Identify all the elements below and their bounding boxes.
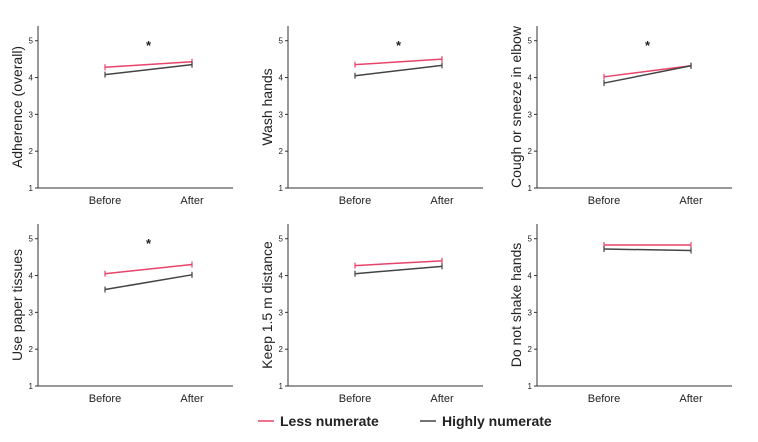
y-axis-label: Do not shake hands [508,243,524,368]
y-tick-label: 1 [528,382,533,391]
y-tick-label: 5 [29,37,34,46]
x-tick-label: After [430,393,454,405]
x-tick-label: Before [339,393,371,405]
x-tick-label: After [430,195,454,207]
series-line [603,65,692,84]
y-tick-label: 1 [279,184,284,193]
y-tick-label: 2 [29,147,34,156]
y-tick-label: 4 [528,74,533,83]
y-tick-label: 4 [279,272,284,281]
y-tick-label: 3 [29,308,34,317]
significance-mark: * [146,236,152,251]
y-tick-label: 1 [29,184,34,193]
series-line [354,265,443,275]
y-tick-label: 5 [528,37,533,46]
x-tick-label: Before [89,393,121,405]
series-line [354,260,443,267]
y-tick-label: 5 [279,235,284,244]
x-tick-label: After [180,195,204,207]
x-tick-label: Before [339,195,371,207]
y-tick-label: 1 [528,184,533,193]
x-tick-label: Before [588,195,620,207]
y-tick-label: 3 [528,308,533,317]
series-line [354,58,443,66]
series-line [603,248,692,252]
x-tick-label: Before [89,195,121,207]
legend-label: Highly numerate [442,413,552,429]
y-tick-label: 3 [279,308,284,317]
y-tick-label: 4 [29,272,34,281]
legend-label: Less numerate [280,413,379,429]
series-line [354,64,443,77]
y-tick-label: 5 [29,235,34,244]
x-tick-label: After [679,393,703,405]
series-line [104,60,193,68]
y-tick-label: 2 [279,345,284,354]
y-axis-label: Wash hands [259,68,275,145]
y-axis-label: Use paper tissues [9,249,25,361]
significance-mark: * [146,38,152,53]
y-axis-label: Cough or sneeze in elbow [508,25,524,188]
significance-mark: * [396,38,402,53]
y-tick-label: 4 [279,74,284,83]
y-axis-label: Keep 1.5 m distance [259,241,275,369]
y-axis-label: Adherence (overall) [9,46,25,168]
significance-mark: * [645,38,651,53]
y-tick-label: 4 [29,74,34,83]
x-tick-label: After [679,195,703,207]
x-tick-label: After [180,393,204,405]
series-line [104,263,193,275]
y-tick-label: 3 [279,110,284,119]
y-tick-label: 2 [279,147,284,156]
y-tick-label: 3 [528,110,533,119]
y-tick-label: 3 [29,110,34,119]
series-line [104,274,193,291]
y-tick-label: 4 [528,272,533,281]
y-tick-label: 2 [29,345,34,354]
x-tick-label: Before [588,393,620,405]
series-line [603,65,692,78]
series-line [104,63,193,76]
y-tick-label: 2 [528,147,533,156]
y-tick-label: 1 [29,382,34,391]
y-tick-label: 2 [528,345,533,354]
y-tick-label: 5 [279,37,284,46]
y-tick-label: 1 [279,382,284,391]
y-tick-label: 5 [528,235,533,244]
